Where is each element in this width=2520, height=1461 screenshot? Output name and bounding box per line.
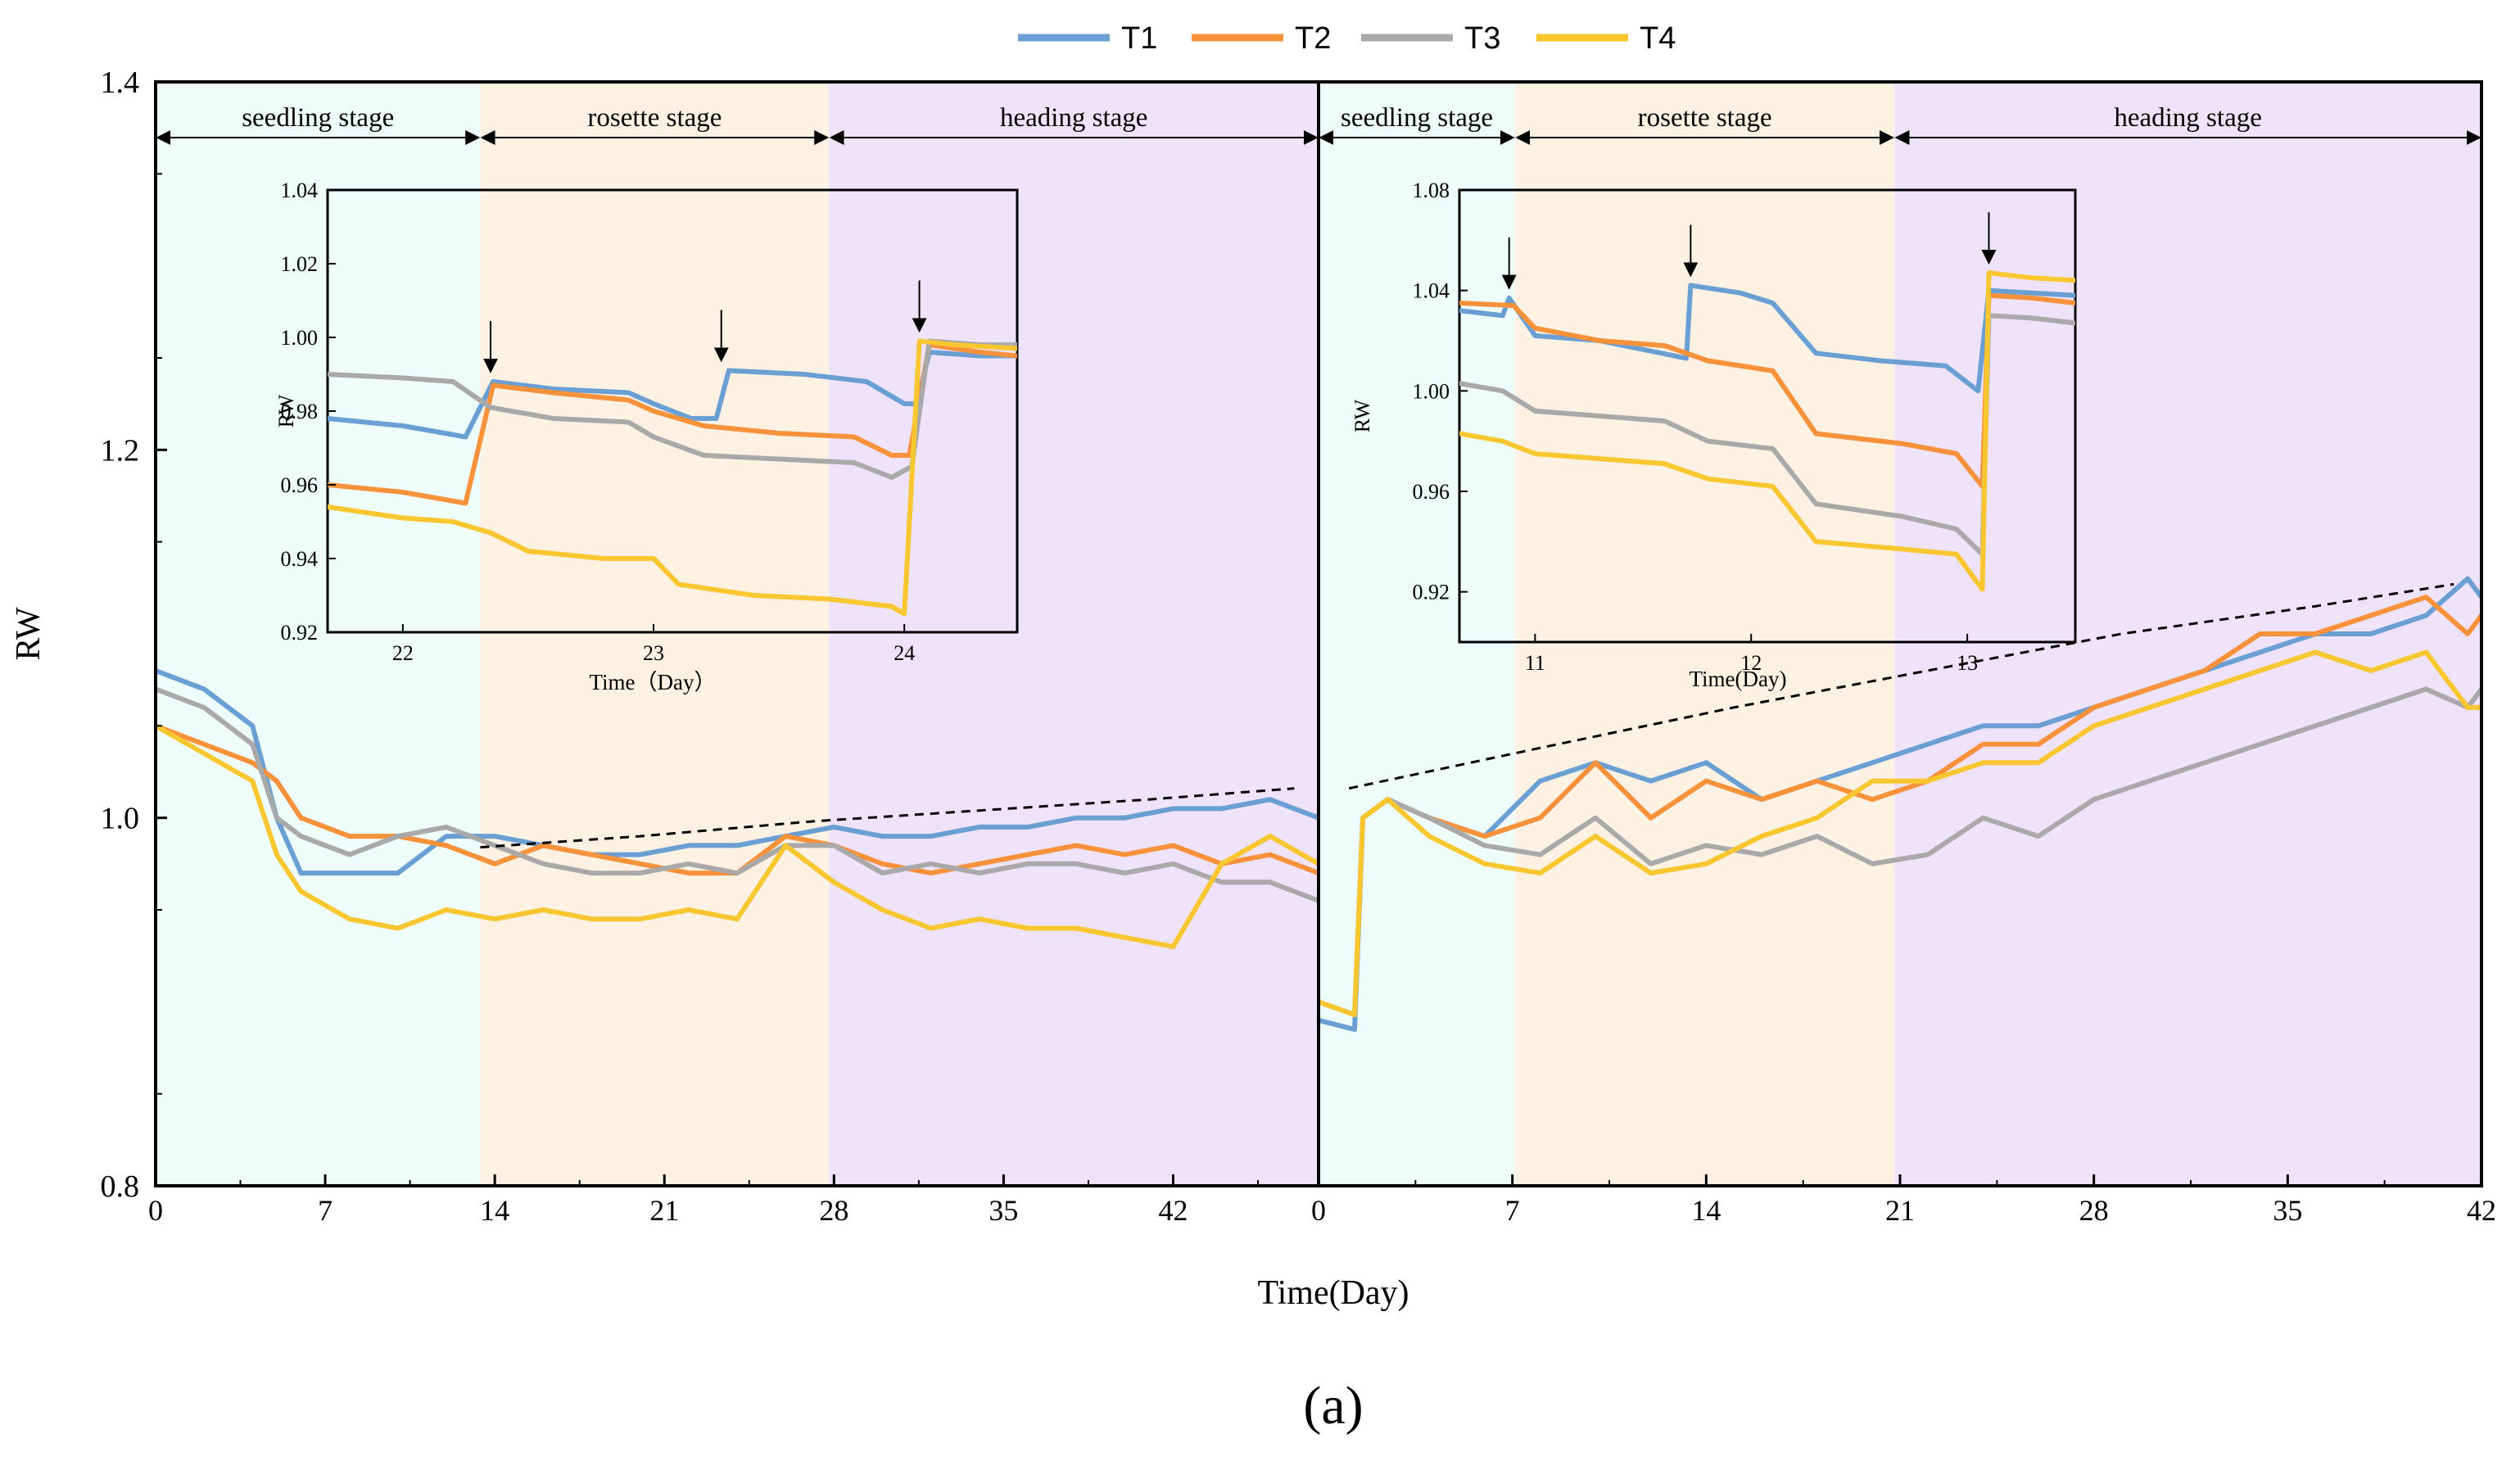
legend-label-T2: T2 [1295,21,1331,56]
y-tick-label: 1.0 [101,802,140,836]
y-tick-label: 0.8 [101,1169,140,1204]
x-tick-label: 35 [989,1194,1018,1227]
stage-label: rosette stage [587,103,722,133]
stage-band-1 [480,82,830,1186]
inset-y-tick-label: 1.00 [1413,379,1450,403]
inset-y-tick-label: 0.96 [1413,480,1450,504]
y-tick-label: 1.4 [101,66,140,100]
inset-y-tick-label: 0.92 [281,621,319,645]
x-tick-label: 0 [148,1194,163,1227]
inset-y-tick-label: 1.02 [281,252,319,276]
stage-label: seedling stage [242,103,394,133]
x-tick-label: 42 [1159,1194,1188,1227]
y-axis: 0.8 1.0 1.2 1.4 [101,66,167,1204]
legend: T1 T2 T3 T4 [1018,21,1676,56]
stage-band-2 [829,82,1319,1186]
stage-label: seedling stage [1341,103,1493,133]
stage-band-2 [1894,82,2482,1186]
inset-x-tick-label: 23 [643,641,664,665]
x-tick-label: 35 [2273,1194,2302,1227]
panel-right: seedling stage rosette stage heading stage… [1311,80,2496,1227]
stage-label: rosette stage [1638,103,1772,133]
legend-label-T1: T1 [1121,21,1157,56]
inset-y-tick-label: 0.94 [281,547,319,571]
inset-y-tick-label: 0.96 [281,473,319,497]
inset-frame [1458,188,2077,644]
x-tick-label: 21 [649,1194,679,1227]
inset-x-axis-label: Time（Day） [589,670,716,694]
y-tick-label: 1.2 [101,433,140,468]
x-tick-label: 0 [1311,1194,1326,1227]
x-tick-label: 7 [318,1194,333,1227]
inset-x-tick-label: 13 [1957,651,1978,675]
x-tick-label: 14 [1691,1194,1721,1227]
x-axis-label: Time(Day) [1257,1274,1409,1312]
inset-y-tick-label: 1.04 [281,179,319,202]
series-line-T2 [156,723,1319,876]
series-group [1319,576,2482,1032]
inset-series-line-T4 [328,338,1017,617]
x-tick-label: 7 [1505,1194,1520,1227]
panel-left: seedling stage rosette stage heading stage… [148,80,1320,1227]
legend-label-T3: T3 [1464,21,1500,56]
stage-label: heading stage [1000,103,1148,133]
trend-line [1348,582,2454,790]
inset-y-axis-label: RW [1350,399,1374,432]
x-tick-label: 21 [1885,1194,1915,1227]
series-line-T4 [156,723,1319,949]
x-tick-label: 28 [819,1194,848,1227]
inset-series-group [328,338,1017,617]
x-tick-label: 28 [2079,1194,2109,1227]
stage-band-1 [1515,82,1895,1186]
inset-x-axis-label: Time(Day) [1690,667,1787,691]
series-line-T1 [156,667,1319,876]
inset-left: 0.92 0.94 0.96 0.98 1.00 1.02 1.04 22 23 24 Time（D… [274,179,1019,694]
inset-x-tick-label: 24 [894,641,915,665]
series-group [156,667,1319,949]
inset-x-tick-label: 22 [392,641,414,665]
x-tick-label: 42 [2467,1194,2496,1227]
legend-label-T4: T4 [1640,21,1676,56]
inset-x-tick-label: 11 [1525,651,1545,675]
stage-label: heading stage [2114,103,2262,133]
inset-right: 0.92 0.96 1.00 1.04 1.08 11 12 13 Time(Day) RW [1350,179,2077,691]
inset-series-line-T3 [328,338,1017,480]
series-line-T3 [156,686,1319,903]
inset-series-group [1459,270,2075,592]
series-line-T3 [1319,686,2482,1018]
stage-band-0 [156,82,481,1186]
inset-x-tick-label: 12 [1740,651,1762,675]
y-axis-label: RW [10,607,48,661]
figure-label: (a) [1303,1376,1363,1436]
inset-y-tick-label: 1.00 [281,326,319,350]
inset-y-tick-label: 1.04 [1413,279,1450,303]
inset-y-tick-label: 0.92 [1413,581,1450,604]
inset-y-tick-label: 0.98 [281,400,319,423]
series-line-T4 [1319,649,2482,1018]
inset-series-line-T4 [1459,270,2075,592]
x-tick-label: 14 [480,1194,509,1227]
inset-y-tick-label: 1.08 [1413,179,1450,202]
inset-y-axis-label: RW [274,394,298,427]
stage-band-0 [1319,82,1516,1186]
